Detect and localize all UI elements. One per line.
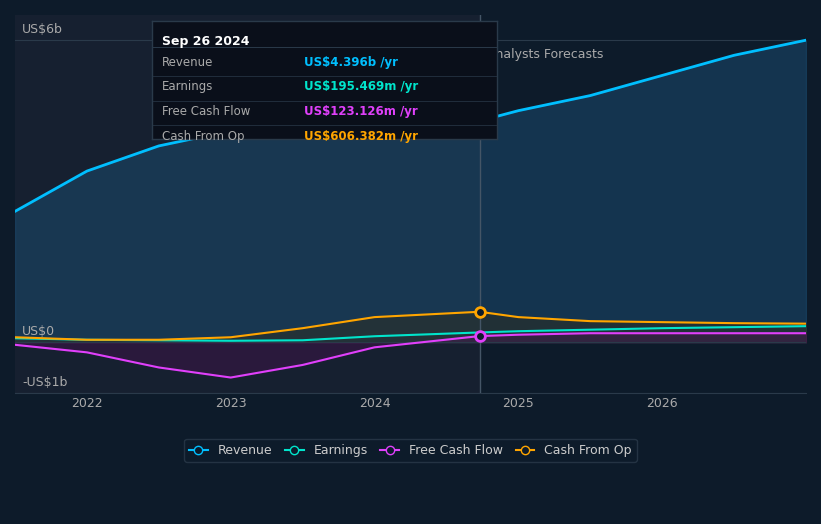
- Text: Past: Past: [447, 48, 472, 61]
- Text: US$4.396b /yr: US$4.396b /yr: [304, 56, 397, 69]
- Text: US$6b: US$6b: [22, 23, 63, 36]
- Text: Sep 26 2024: Sep 26 2024: [163, 35, 250, 48]
- Legend: Revenue, Earnings, Free Cash Flow, Cash From Op: Revenue, Earnings, Free Cash Flow, Cash …: [184, 439, 637, 462]
- Text: US$606.382m /yr: US$606.382m /yr: [304, 130, 418, 143]
- Text: Revenue: Revenue: [163, 56, 213, 69]
- Text: Analysts Forecasts: Analysts Forecasts: [487, 48, 603, 61]
- Text: Cash From Op: Cash From Op: [163, 130, 245, 143]
- Text: Free Cash Flow: Free Cash Flow: [163, 105, 250, 118]
- Text: US$123.126m /yr: US$123.126m /yr: [304, 105, 417, 118]
- Text: US$0: US$0: [22, 325, 55, 339]
- Bar: [15, 15, 479, 392]
- Text: US$195.469m /yr: US$195.469m /yr: [304, 81, 418, 93]
- Bar: [479, 15, 806, 392]
- Text: -US$1b: -US$1b: [22, 376, 67, 389]
- Text: Earnings: Earnings: [163, 81, 213, 93]
